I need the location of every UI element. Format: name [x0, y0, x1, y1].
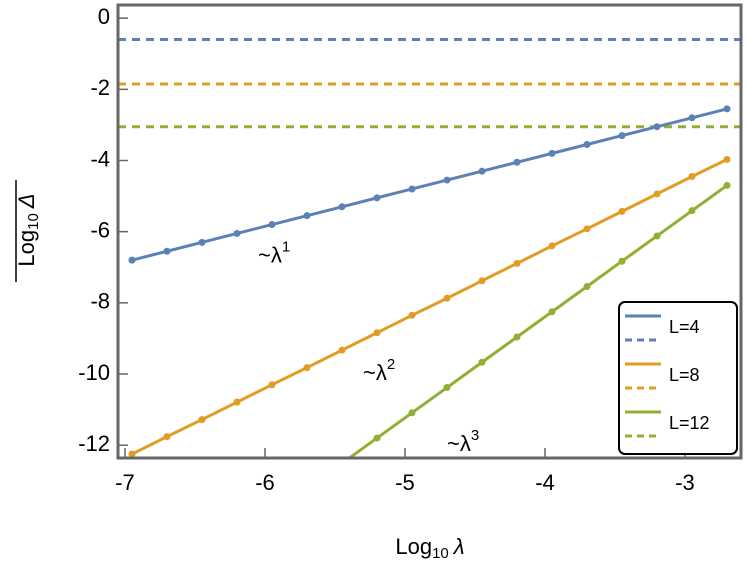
- ylabel-base: Log: [14, 230, 39, 267]
- annotation: ~λ2: [363, 356, 395, 385]
- data-point: [653, 123, 661, 131]
- data-point: [233, 229, 241, 237]
- data-point: [373, 434, 381, 442]
- legend-box: [618, 301, 738, 455]
- data-point: [443, 176, 451, 184]
- legend-label: L=12: [669, 413, 710, 433]
- annotation-sup: 2: [387, 356, 395, 373]
- plot-frame: [116, 3, 743, 460]
- data-point: [338, 203, 346, 211]
- y-tick-label: -10: [78, 360, 110, 385]
- data-point: [653, 190, 661, 198]
- data-point: [688, 114, 696, 122]
- y-tick-label: 0: [98, 4, 110, 29]
- data-point: [233, 398, 241, 406]
- data-point: [723, 105, 731, 113]
- data-point: [408, 409, 416, 417]
- data-point: [268, 381, 276, 389]
- data-point: [653, 232, 661, 240]
- data-point: [723, 181, 731, 189]
- x-tick-label: -3: [675, 470, 695, 495]
- y-tick-label: -12: [78, 431, 110, 456]
- data-point: [198, 238, 206, 246]
- ylabel-label: Log10 Δ: [14, 193, 42, 266]
- data-point: [513, 259, 521, 267]
- series-line: [346, 184, 728, 458]
- annotation: ~λ1: [258, 239, 290, 268]
- annotation-sup: 3: [471, 427, 479, 444]
- data-point: [408, 311, 416, 319]
- data-point: [688, 207, 696, 215]
- data-point: [478, 358, 486, 366]
- data-point: [338, 346, 346, 354]
- data-point: [339, 460, 346, 467]
- data-point: [478, 277, 486, 285]
- series-line: [131, 107, 728, 262]
- data-point: [513, 333, 521, 341]
- data-point: [128, 256, 136, 264]
- data-point: [548, 149, 556, 157]
- data-point: [583, 225, 591, 233]
- ylabel-symbol: Δ: [14, 193, 39, 209]
- y-tick-label: -6: [90, 217, 110, 242]
- series-line: [131, 158, 728, 456]
- plot-area: [118, 38, 741, 467]
- data-point: [583, 140, 591, 148]
- data-point: [688, 173, 696, 181]
- data-point: [303, 212, 311, 220]
- annotation: ~λ3: [447, 427, 479, 456]
- xlabel-symbol: λ: [453, 534, 465, 559]
- data-point: [513, 158, 521, 166]
- y-tick-label: -8: [90, 289, 110, 314]
- data-point: [198, 416, 206, 424]
- data-point: [163, 433, 171, 441]
- data-point: [723, 155, 731, 163]
- data-point: [443, 294, 451, 302]
- data-point: [618, 132, 626, 140]
- data-point: [373, 329, 381, 337]
- y-tick-label: -2: [90, 75, 110, 100]
- ylabel-sub: 10: [25, 213, 42, 230]
- data-point: [268, 221, 276, 229]
- data-point: [408, 185, 416, 193]
- legend-label: L=4: [669, 317, 700, 337]
- data-point: [163, 247, 171, 255]
- data-point: [478, 167, 486, 175]
- x-tick-label: -4: [535, 470, 555, 495]
- data-point: [128, 450, 136, 458]
- data-point: [618, 257, 626, 265]
- data-point: [303, 364, 311, 372]
- annotation-text: ~λ: [363, 360, 387, 385]
- annotation-sup: 1: [282, 239, 290, 256]
- xlabel-sub: 10: [432, 545, 449, 562]
- x-tick-label: -7: [115, 470, 135, 495]
- data-point: [548, 308, 556, 316]
- data-point: [373, 194, 381, 202]
- y-tick-label: -4: [90, 146, 110, 171]
- data-point: [548, 242, 556, 250]
- annotation-text: ~λ: [447, 431, 471, 456]
- data-point: [618, 207, 626, 215]
- x-tick-label: -5: [395, 470, 415, 495]
- xlabel-label: Log10 λ: [395, 534, 464, 562]
- legend-label: L=8: [669, 365, 700, 385]
- annotation-text: ~λ: [258, 242, 282, 267]
- data-point: [443, 384, 451, 392]
- x-tick-label: -6: [255, 470, 275, 495]
- data-point: [583, 282, 591, 290]
- xlabel-base: Log: [395, 534, 432, 559]
